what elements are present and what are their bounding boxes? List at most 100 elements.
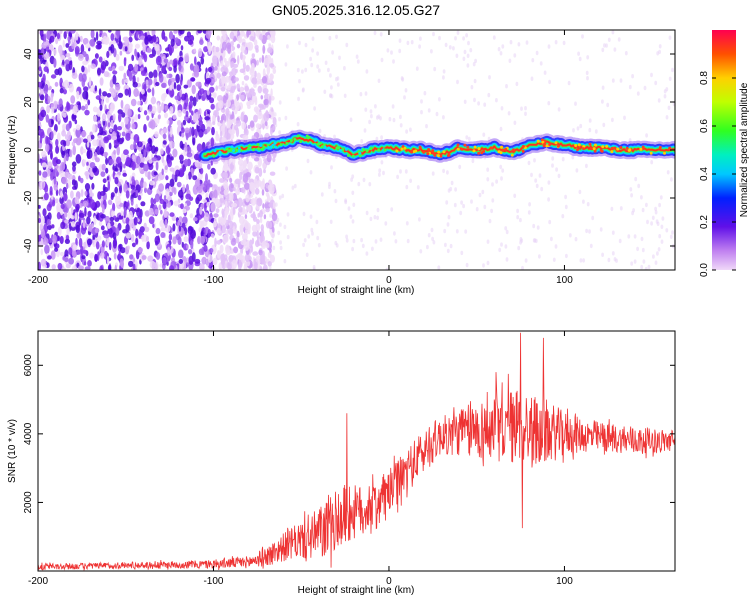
noise-cell (272, 186, 275, 192)
signal-cell (589, 147, 593, 151)
noise-cell (229, 31, 235, 40)
noise-cell (150, 197, 154, 206)
noise-cell (557, 107, 561, 112)
noise-cell (435, 111, 439, 117)
noise-cell (63, 193, 68, 202)
noise-cell (311, 231, 314, 236)
signal-cell (431, 149, 435, 153)
signal-cell (400, 147, 404, 151)
signal-cell (237, 149, 241, 153)
noise-cell (238, 262, 242, 270)
noise-cell (71, 36, 74, 45)
noise-cell (53, 100, 58, 110)
noise-cell (40, 216, 45, 225)
noise-cell (86, 141, 90, 148)
noise-cell (169, 212, 175, 217)
noise-cell (172, 223, 176, 232)
noise-cell (438, 97, 441, 102)
noise-cell (232, 155, 236, 166)
noise-cell (261, 244, 266, 249)
noise-cell (84, 206, 87, 217)
noise-cell (106, 93, 112, 98)
noise-cell (170, 77, 176, 82)
noise-cell (379, 32, 383, 37)
noise-cell (199, 235, 206, 245)
noise-cell (547, 101, 551, 106)
noise-cell (89, 199, 95, 209)
noise-cell (169, 59, 174, 65)
noise-cell (137, 100, 141, 106)
signal-cell (577, 143, 581, 147)
noise-cell (192, 96, 197, 107)
noise-cell (242, 134, 249, 140)
noise-cell (85, 53, 89, 62)
noise-cell (263, 112, 270, 122)
noise-cell (261, 76, 268, 84)
noise-cell (168, 140, 175, 149)
noise-cell (128, 43, 133, 53)
noise-cell (323, 134, 326, 139)
noise-cell (95, 95, 102, 100)
noise-cell (284, 115, 288, 121)
noise-cell (427, 233, 431, 238)
y-tick-label: 2000 (23, 491, 34, 514)
noise-cell (272, 125, 276, 131)
noise-cell (652, 254, 655, 259)
noise-cell (377, 114, 381, 119)
noise-cell (174, 37, 179, 43)
noise-cell (51, 264, 56, 270)
noise-cell (199, 39, 204, 45)
noise-cell (71, 251, 77, 258)
noise-cell (144, 171, 149, 177)
noise-cell (158, 183, 165, 192)
noise-cell (249, 88, 255, 93)
noise-cell (551, 163, 554, 168)
noise-cell (75, 224, 81, 234)
noise-cell (236, 101, 240, 111)
noise-cell (543, 70, 547, 75)
noise-cell (56, 113, 61, 122)
noise-cell (45, 143, 50, 153)
noise-cell (507, 111, 511, 116)
noise-cell (61, 176, 68, 185)
noise-cell (650, 221, 653, 226)
y-tick-label: 40 (23, 48, 34, 60)
noise-cell (72, 244, 78, 251)
noise-cell (112, 74, 117, 85)
noise-cell (165, 53, 169, 58)
noise-cell (607, 37, 611, 42)
noise-cell (155, 146, 159, 152)
noise-cell (235, 236, 240, 244)
signal-cell (289, 139, 293, 143)
noise-cell (630, 261, 634, 266)
noise-cell (38, 261, 41, 270)
noise-cell (244, 128, 248, 134)
noise-cell (260, 228, 265, 238)
noise-cell (111, 65, 116, 72)
noise-cell (213, 66, 218, 71)
noise-cell (155, 252, 161, 260)
noise-cell (442, 69, 446, 74)
noise-cell (255, 240, 260, 248)
noise-cell (242, 233, 248, 241)
noise-cell (244, 241, 250, 251)
snr-ylabel: SNR (10 * v/v) (7, 419, 18, 483)
noise-cell (445, 200, 449, 205)
noise-cell (154, 208, 159, 215)
noise-cell (601, 99, 604, 104)
signal-cell (323, 145, 327, 149)
noise-cell (256, 230, 259, 239)
noise-cell (71, 179, 76, 186)
noise-cell (215, 46, 220, 53)
noise-cell (66, 130, 71, 141)
noise-cell (125, 190, 130, 199)
noise-cell (184, 53, 190, 63)
noise-cell (420, 110, 423, 115)
noise-cell (243, 139, 248, 144)
noise-cell (627, 234, 631, 239)
noise-cell (84, 103, 88, 110)
noise-cell (216, 240, 222, 245)
x-tick-label: -100 (203, 275, 223, 286)
noise-cell (575, 168, 579, 173)
noise-cell (92, 233, 96, 240)
